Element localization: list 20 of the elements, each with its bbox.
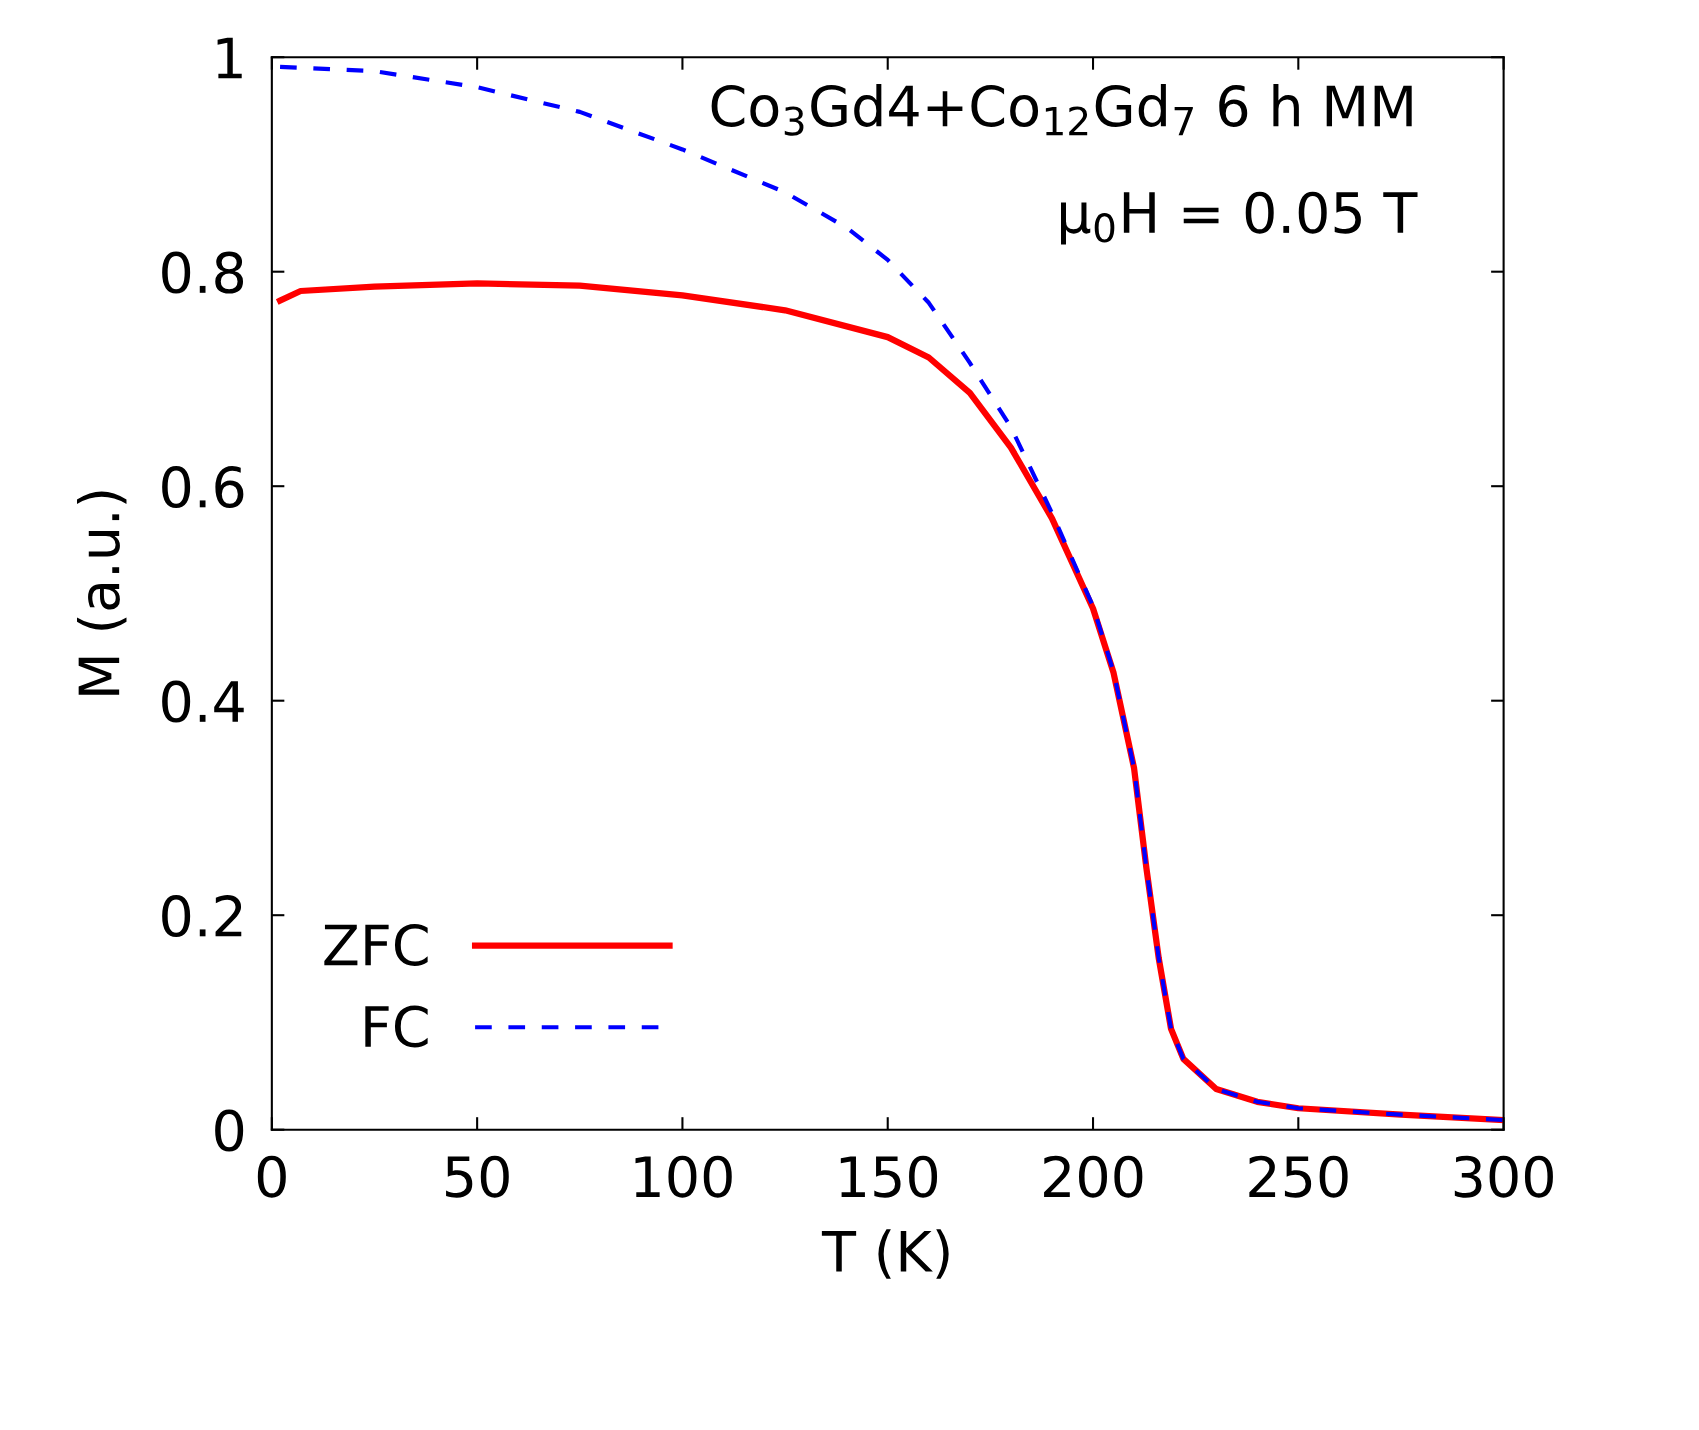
- legend-label: ZFC: [324, 923, 428, 966]
- legend-label: FC: [365, 1005, 428, 1048]
- line-series: [277, 64, 1504, 1123]
- x-tick-label: 100: [635, 1155, 732, 1198]
- x-tick-label: 200: [1044, 1155, 1143, 1198]
- x-tick-label: 250: [1249, 1155, 1348, 1198]
- y-axis-title: M (a.u.): [77, 491, 127, 695]
- y-tick-label: 0.6: [162, 466, 244, 509]
- x-tick-label: 0: [257, 1155, 286, 1198]
- y-tick-label: 0.2: [162, 895, 242, 938]
- x-axis-title: T (K): [821, 1229, 949, 1279]
- y-tick-label: 0.8: [162, 251, 244, 294]
- y-tick-label: 0: [215, 1109, 244, 1152]
- x-tick-label: 300: [1454, 1155, 1553, 1198]
- y-tick-label: 0.4: [162, 680, 244, 723]
- x-tick-label: 50: [446, 1155, 509, 1198]
- y-tick-label: 1: [217, 37, 242, 79]
- annotation: Co$_{3}$Gd4+Co$_{12}$Gd$_{7}$ 6 h MM: [711, 83, 1412, 136]
- annotation: μ$_{0}$H = 0.05 T: [1061, 191, 1418, 245]
- x-tick-label: 150: [840, 1155, 938, 1198]
